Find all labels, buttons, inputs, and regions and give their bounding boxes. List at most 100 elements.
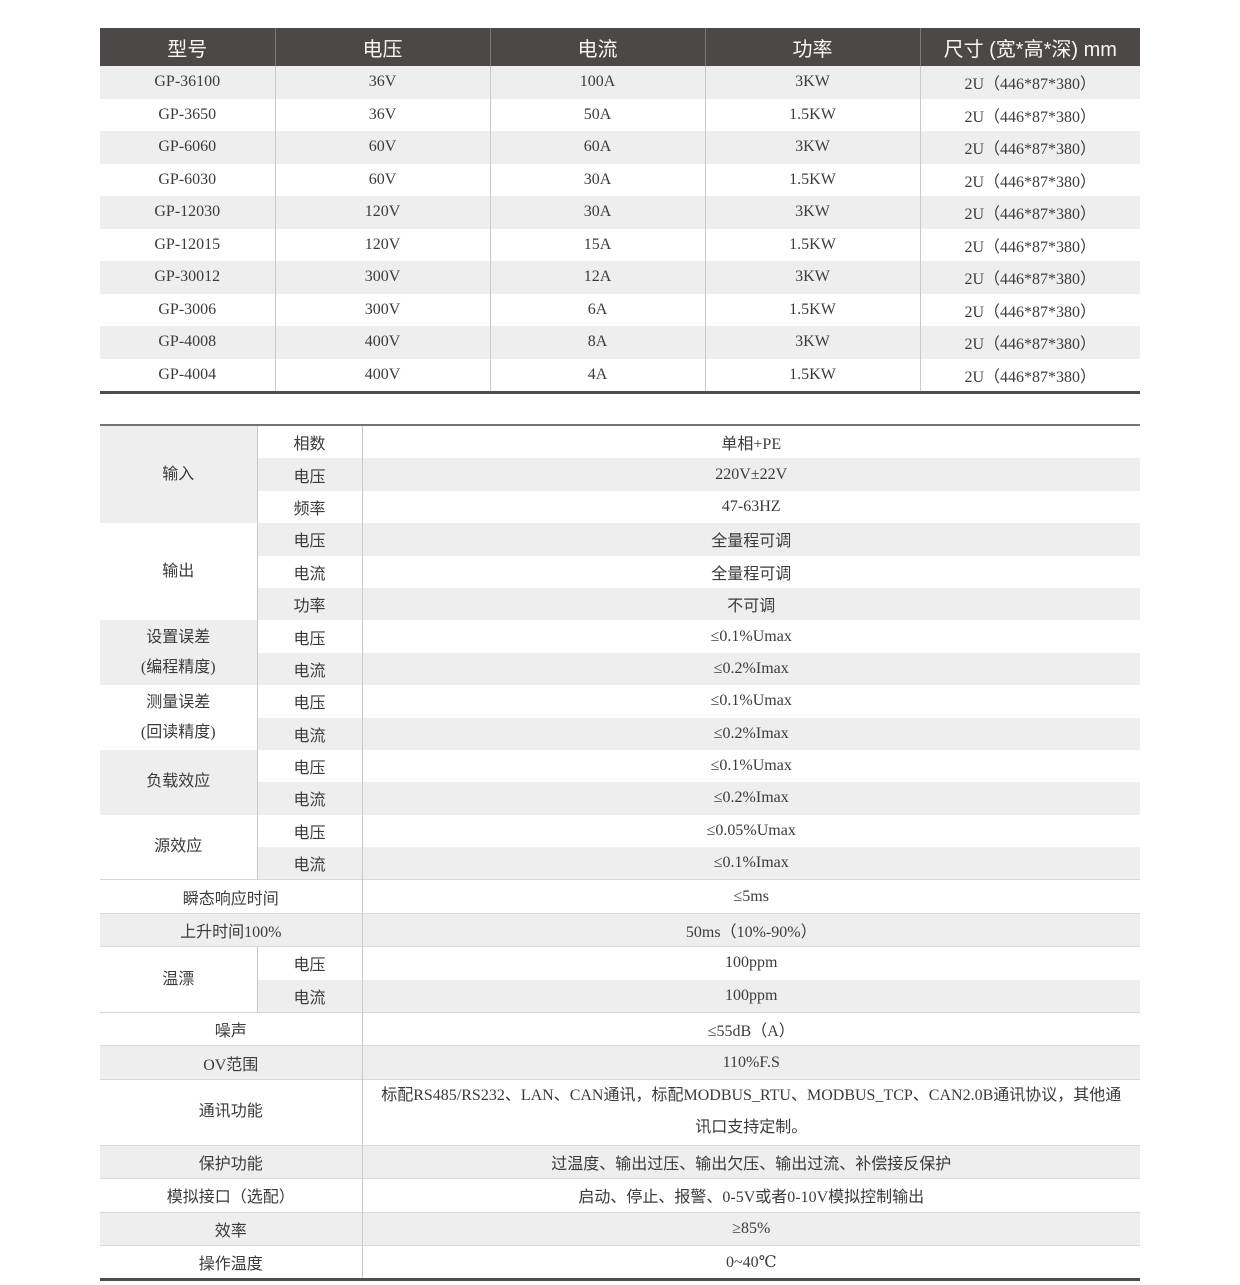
spec-param-cell: 电压 [256, 620, 362, 653]
spec-value-cell: ≤0.1%Umax [361, 749, 1140, 783]
spec-param-cell: 电流 [256, 652, 362, 686]
spec-value-cell: 不可调 [361, 587, 1140, 621]
spec-group-cell: 负载效应 [100, 749, 257, 815]
spec-group-cell: 输出 [100, 523, 257, 621]
spec-row: 电流 ≤0.2%Imax [100, 717, 1140, 750]
spec-value-cell: 标配RS485/RS232、LAN、CAN通讯，标配MODBUS_RTU、MOD… [361, 1078, 1140, 1146]
spec-label-cell: 效率 [100, 1211, 362, 1246]
spec-row: 负载效应 电压 ≤0.1%Umax [100, 749, 1140, 815]
spec-label-cell: 噪声 [100, 1012, 362, 1046]
model-cell: GP-4004 [158, 365, 217, 383]
spec-label-cell: 保护功能 [100, 1144, 362, 1179]
model-cell: GP-12030 [100, 196, 275, 229]
spec-row: 噪声 ≤55dB（A） [100, 1012, 1140, 1046]
size-cell: 2U（446*87*380） [919, 66, 1140, 99]
spec-label-cell: 上升时间100% [100, 912, 362, 947]
spec-value-cell: ≤0.2%Imax [361, 782, 1140, 815]
model-cell: GP-4008 [100, 326, 275, 359]
current-cell: 12A [489, 261, 705, 294]
spec-value-cell: ≤55dB（A） [361, 1012, 1140, 1046]
header-power: 功率 [704, 28, 920, 66]
spec-param-cell: 电流 [256, 979, 362, 1013]
header-voltage: 电压 [274, 28, 490, 66]
spec-value-cell: ≤5ms [361, 879, 1140, 914]
spec-param-cell: 电压 [256, 523, 362, 556]
spec-value-cell: ≥85% [361, 1211, 1140, 1246]
size-cell: 2U（446*87*380） [919, 293, 1140, 326]
spec-row: 设置误差 (编程精度) 电压 ≤0.1%Umax [100, 620, 1140, 686]
size-cell: 2U（446*87*380） [919, 228, 1140, 261]
model-row: GP-3006 300V 6A 1.5KW 2U（446*87*380） [100, 293, 1140, 326]
spec-value-cell: 全量程可调 [361, 555, 1140, 588]
size-cell: 2U（446*87*380） [919, 358, 1140, 393]
model-cell: GP-6060 [100, 131, 275, 164]
models-table: 型号 电压 电流 功率 尺寸 (宽*高*深) mm GP-36100 36V 1… [100, 28, 1140, 394]
spec-row: 上升时间100% 50ms（10%-90%） [100, 912, 1140, 947]
model-row: GP-12030 120V 30A 3KW 2U（446*87*380） [100, 196, 1140, 229]
spec-row: 电流 ≤0.1%Imax [100, 847, 1140, 880]
spec-group-cell: 温漂 [100, 946, 257, 1013]
header-model: 型号 [100, 28, 275, 66]
model-cell: GP-3006 [158, 300, 217, 318]
current-cell: 60A [489, 131, 705, 164]
spec-value-cell: ≤0.1%Umax [361, 685, 1140, 718]
spec-value-cell: 220V±22V [361, 458, 1140, 491]
spec-group-cell: 设置误差 (编程精度) [100, 620, 257, 686]
size-cell: 2U（446*87*380） [919, 261, 1140, 294]
spec-group-cell: 测量误差 (回读精度) [100, 685, 257, 750]
spec-label-cell: 操作温度 [100, 1244, 362, 1280]
spec-value-cell: 100ppm [361, 946, 1140, 980]
power-cell: 3KW [704, 131, 920, 164]
voltage-cell: 120V [274, 196, 490, 229]
spec-row: 测量误差 (回读精度) 电压 ≤0.1%Umax [100, 685, 1140, 750]
current-cell: 100A [489, 66, 705, 99]
model-cell: GP-6030 [158, 170, 217, 188]
spec-param-cell: 电流 [256, 555, 362, 588]
spec-value-cell: ≤0.2%Imax [361, 717, 1140, 750]
model-cell: GP-3650 [158, 105, 217, 123]
power-cell: 1.5KW [704, 98, 920, 131]
spec-value-cell: 0~40℃ [361, 1244, 1140, 1280]
model-cell: GP-36100 [100, 66, 275, 99]
spec-row: 电压 220V±22V [100, 458, 1140, 491]
model-row: GP-3650 36V 50A 1.5KW 2U（446*87*380） [100, 98, 1140, 131]
size-cell: 2U（446*87*380） [919, 98, 1140, 131]
power-cell: 3KW [704, 261, 920, 294]
size-cell: 2U（446*87*380） [919, 196, 1140, 229]
spec-row: 电流 ≤0.2%Imax [100, 782, 1140, 815]
spec-group-cell: 输入 [100, 425, 257, 524]
voltage-cell: 400V [274, 326, 490, 359]
spec-value-cell: 100ppm [361, 979, 1140, 1013]
spec-row: 输出 电压 全量程可调 [100, 523, 1140, 621]
model-row: GP-36100 36V 100A 3KW 2U（446*87*380） [100, 66, 1140, 99]
spec-value-cell: 50ms（10%-90%） [361, 912, 1140, 947]
voltage-cell: 60V [274, 131, 490, 164]
spec-row: 操作温度 0~40℃ [100, 1244, 1140, 1280]
voltage-cell: 36V [274, 66, 490, 99]
current-cell: 15A [489, 228, 705, 261]
model-row: GP-4004 400V 4A 1.5KW 2U（446*87*380） [100, 358, 1140, 393]
spec-value-cell: 全量程可调 [361, 523, 1140, 556]
power-cell: 1.5KW [704, 358, 920, 393]
spec-param-cell: 电压 [256, 749, 362, 783]
spec-param-cell: 电压 [256, 685, 362, 718]
spec-row: 电流 全量程可调 [100, 555, 1140, 588]
spec-value-cell: ≤0.1%Umax [361, 620, 1140, 653]
spec-row: 电流 ≤0.2%Imax [100, 652, 1140, 686]
spec-value-cell: ≤0.1%Imax [361, 847, 1140, 880]
spec-value-cell: 47-63HZ [361, 490, 1140, 524]
power-cell: 3KW [704, 66, 920, 99]
model-row: GP-30012 300V 12A 3KW 2U（446*87*380） [100, 261, 1140, 294]
current-cell: 30A [489, 196, 705, 229]
spec-param-cell: 电流 [256, 782, 362, 815]
spec-label-cell: 瞬态响应时间 [100, 879, 362, 914]
size-cell: 2U（446*87*380） [919, 326, 1140, 359]
spec-param-cell: 电压 [256, 946, 362, 980]
spec-param-cell: 电流 [256, 847, 362, 880]
spec-param-cell: 电压 [256, 458, 362, 491]
spec-row: 功率 不可调 [100, 587, 1140, 621]
voltage-cell: 120V [274, 228, 490, 261]
spec-value-cell: ≤0.05%Umax [361, 814, 1140, 848]
spec-value-cell: 过温度、输出过压、输出欠压、输出过流、补偿接反保护 [361, 1144, 1140, 1179]
model-row: GP-4008 400V 8A 3KW 2U（446*87*380） [100, 326, 1140, 359]
